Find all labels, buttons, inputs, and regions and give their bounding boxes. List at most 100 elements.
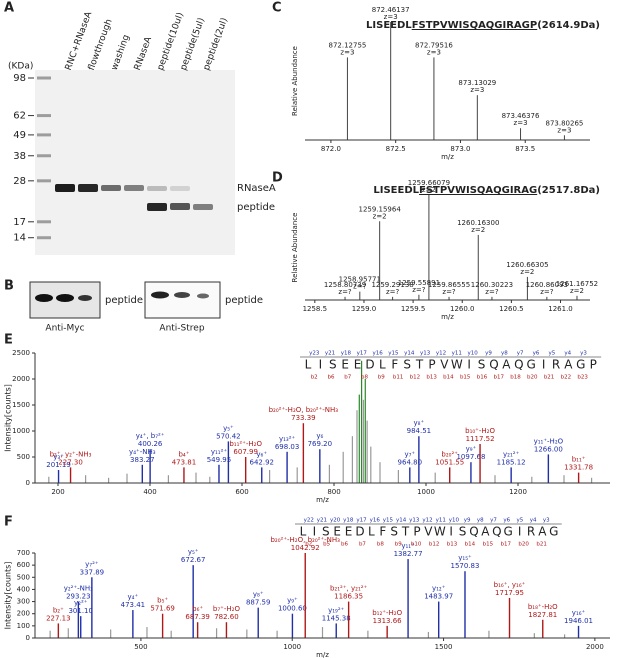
mz-label: 984.51 (407, 427, 432, 435)
b-ion: b9 (395, 542, 402, 548)
ion-label: b₅⁺ (157, 597, 168, 605)
x-tick-label: 600 (235, 488, 248, 496)
mz-label: 1042.92 (291, 544, 320, 552)
title-part: LISEEDL (366, 20, 412, 31)
y-tick-label: 1500 (12, 401, 30, 409)
mz-label: 1000.60 (278, 605, 307, 613)
y-ion: y16 (372, 351, 383, 357)
marker-label: 98 (13, 73, 26, 84)
b-ion: b14 (443, 375, 454, 381)
y-ion: y16 (370, 518, 381, 524)
y-tick-label: 500 (17, 573, 30, 581)
y-tick-label: 1000 (12, 427, 30, 435)
y-tick-label: 0 (26, 634, 30, 642)
y-tick-label: 400 (17, 585, 30, 593)
marker-band (37, 236, 51, 240)
residue: Q (492, 525, 501, 539)
gel-background (35, 70, 235, 255)
x-tick-label: 1260.5 (499, 305, 524, 313)
ion-label: b₁₀⁺-H₂O (465, 427, 495, 435)
ion-label: y₁₉²⁺ (328, 606, 345, 614)
x-axis-label: m/z (316, 651, 329, 658)
ion-label: y₁₁²⁺ (211, 448, 228, 456)
residue: I (313, 525, 317, 539)
x-tick-label: 1261.0 (548, 305, 573, 313)
ion-label: y₉⁺ (466, 445, 477, 453)
residue: I (542, 358, 546, 372)
b-ion: b5 (323, 542, 330, 548)
ion-label: y₇⁺ (404, 450, 415, 458)
b-ion: b10 (411, 542, 422, 548)
marker-label: 49 (13, 130, 26, 141)
peak-label: 1258.95771 (339, 276, 381, 284)
peak-label: 1259.29138 (371, 281, 413, 289)
x-tick-label: 872.5 (386, 145, 406, 153)
panel-label: A (4, 1, 14, 16)
y-ion: y11 (436, 518, 446, 524)
charge-label: z=3 (384, 13, 398, 21)
residue: F (391, 358, 398, 372)
mz-label: 473.81 (172, 458, 197, 466)
peak-label: 872.79516 (415, 41, 453, 49)
ion-label: y₉⁺ (287, 597, 298, 605)
y-ion: y17 (357, 351, 368, 357)
residue: P (428, 358, 435, 372)
peak-label: 1259.55891 (398, 279, 440, 287)
mz-label: 549.95 (207, 456, 232, 464)
y-ion: y10 (449, 518, 460, 524)
ion-label: y₂²⁺-NH₃ (64, 585, 93, 593)
charge-label: z=3 (470, 86, 484, 94)
peak-label: 1261.16752 (556, 280, 598, 288)
chart-title: LISEEDLFSTPVWISQAQGIRAG(2517.8Da) (373, 185, 600, 196)
residue: E (333, 525, 341, 539)
y-tick-label: 0 (26, 479, 30, 487)
panel-label: E (4, 333, 13, 348)
ion-label: y₁₃²⁺ (279, 435, 296, 443)
y-ion: y15 (383, 518, 394, 524)
residue: S (322, 525, 330, 539)
residue: V (440, 358, 449, 372)
ion-label: y₄⁺, b₇²⁺ (136, 432, 165, 440)
residue: D (365, 358, 374, 372)
y-tick-label: 100 (17, 622, 30, 630)
blot-bands (151, 291, 209, 299)
mz-label: 227.13 (46, 614, 71, 622)
y-ion: y11 (452, 351, 462, 357)
marker-band (37, 76, 51, 80)
x-tick-label: 800 (327, 488, 340, 496)
b-ion: b12 (410, 375, 421, 381)
mz-label: 964.80 (398, 458, 423, 466)
residue: W (451, 358, 463, 372)
ion-label: y₂₁²⁺ (503, 450, 520, 458)
ion-label: y₁₂⁺ (432, 585, 446, 593)
marker-label: 38 (13, 151, 26, 162)
mz-label: 1717.95 (495, 589, 524, 597)
peak-label: 873.80265 (546, 119, 584, 127)
ion-label: b₂₀²⁺-H₂O, b₂₀²⁺-NH₃ (270, 536, 340, 544)
residue: F (379, 525, 386, 539)
x-axis-label: m/z (316, 496, 329, 504)
y-ion: y6 (503, 518, 510, 524)
b-ion: b21 (536, 542, 547, 548)
mz-label: 227.30 (58, 458, 83, 466)
y-ion: y9 (464, 518, 471, 524)
mz-label: 201.19 (46, 461, 71, 469)
b-ion: b2 (305, 542, 312, 548)
title-part: FSTPVWISQAQGIRAG (419, 185, 537, 196)
lane-label: flowthrough (87, 18, 115, 72)
residue: R (527, 525, 535, 539)
y-ion: y23 (309, 351, 320, 357)
y-ion: y20 (330, 518, 341, 524)
peak-label: 873.13029 (458, 79, 496, 87)
x-tick-label: 873.5 (515, 145, 535, 153)
y-axis-label: Relative Abundance (291, 46, 299, 116)
y-ion: y13 (409, 518, 420, 524)
b-ion: b17 (493, 375, 504, 381)
b-ion: b17 (501, 542, 512, 548)
y-ion: y8 (477, 518, 484, 524)
charge-label: z=? (412, 286, 426, 294)
b-ion: b15 (483, 542, 494, 548)
residue: S (478, 358, 486, 372)
mz-label: 1570.83 (451, 562, 480, 570)
residue: E (354, 358, 362, 372)
